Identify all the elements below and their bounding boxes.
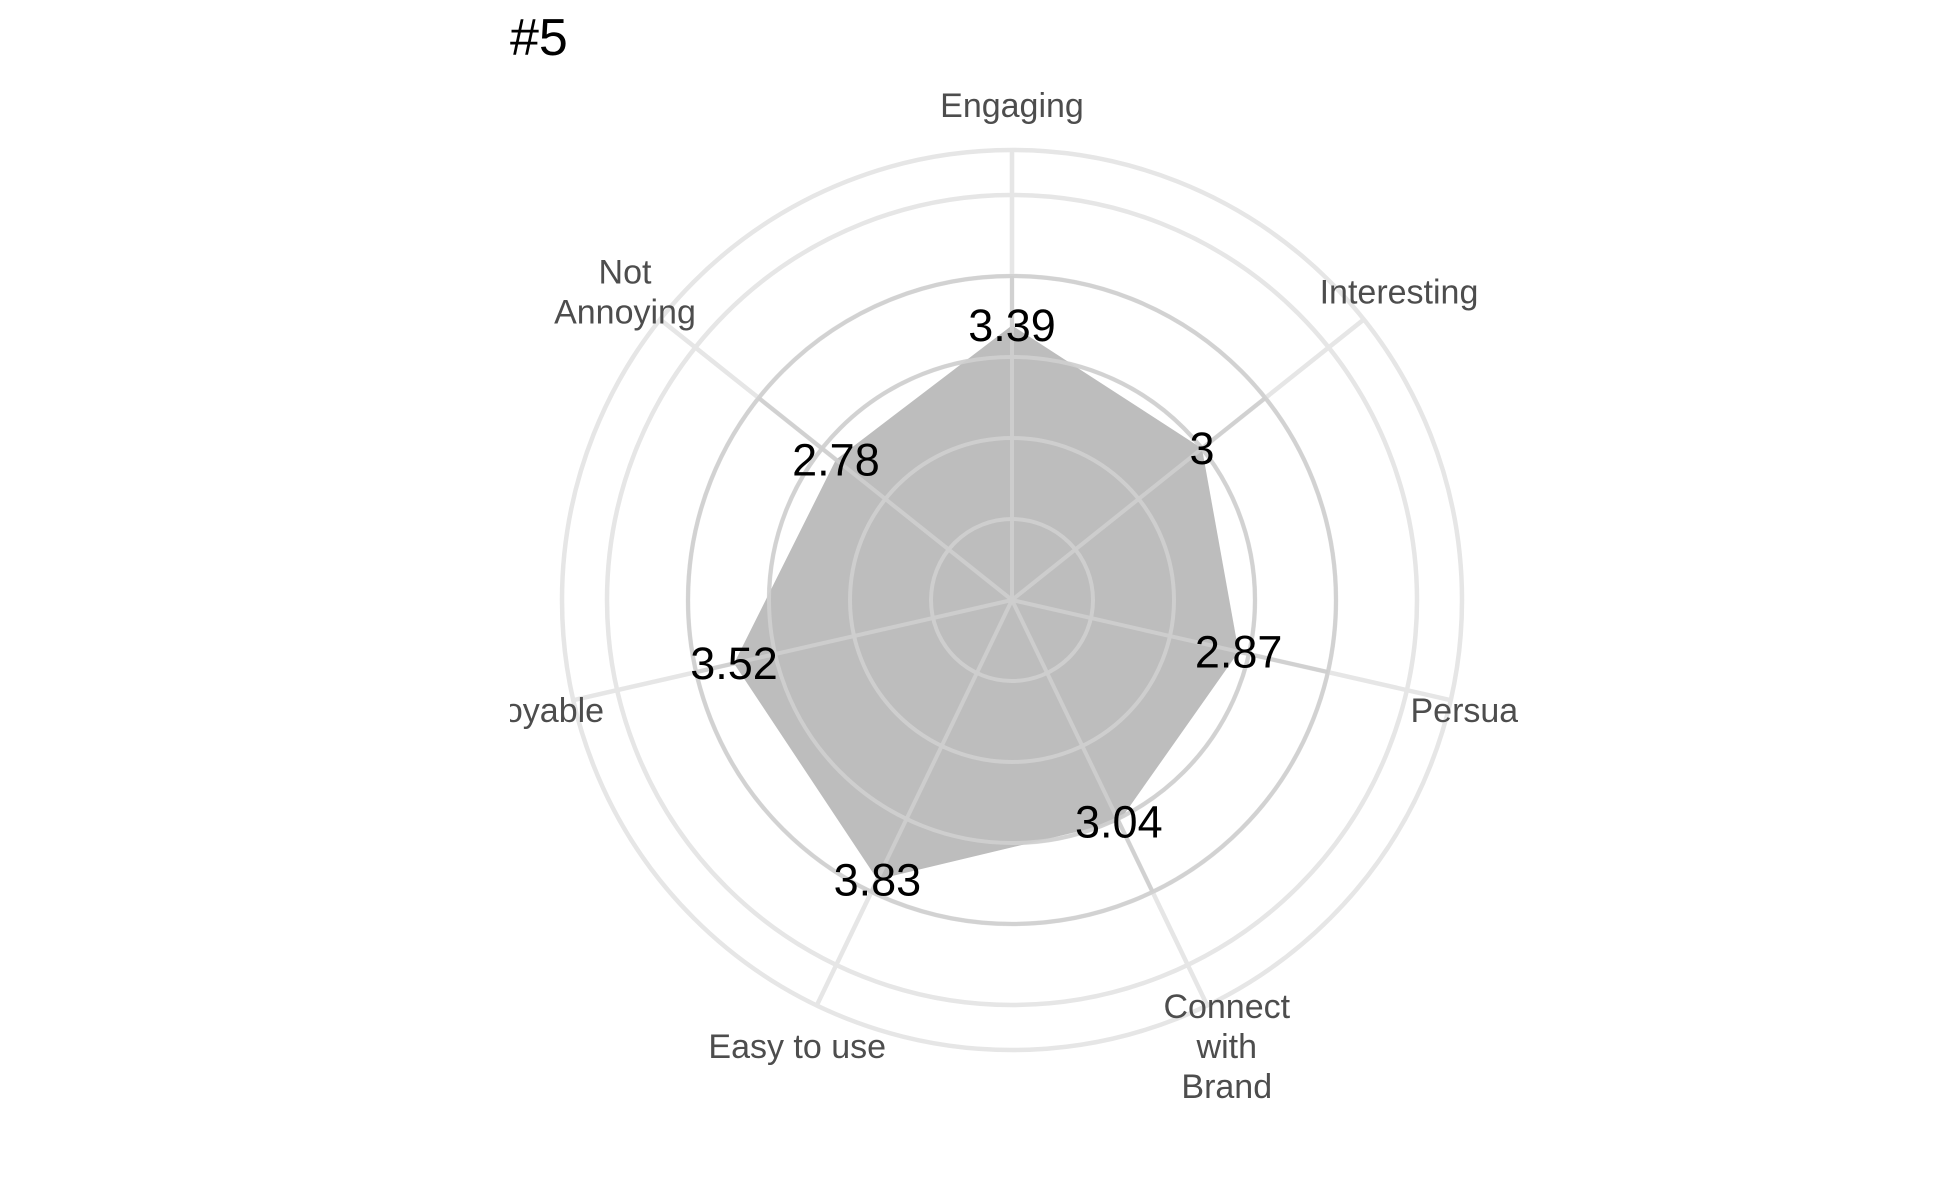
inner-grid-spoke (1010, 599, 1155, 893)
category-label: Connect with Brand (1163, 988, 1290, 1106)
category-label: Easy to use (708, 1028, 886, 1066)
category-label: Not Annoying (554, 253, 696, 331)
inner-grid-spoke (869, 599, 1014, 893)
radar-area (734, 325, 1239, 880)
radar-inner-grid (686, 274, 1338, 926)
value-label: 2.78 (792, 434, 880, 485)
inner-grid-spoke (1010, 396, 1267, 602)
category-label: Enjoyable (455, 692, 604, 730)
radar-fill-layer (734, 325, 1239, 880)
category-label: Persuasive (1410, 692, 1578, 730)
chart-title: #5 (510, 9, 568, 67)
value-label: 3 (1189, 423, 1214, 474)
inner-grid-spoke (1011, 598, 1329, 675)
value-label: 3.39 (968, 300, 1056, 351)
inner-grid-spoke (757, 396, 1014, 602)
category-labels: Easy to use Enjoyable Not Annoying Engaging I… (455, 87, 1578, 1106)
category-label: Interesting (1320, 273, 1479, 311)
value-label: 3.52 (690, 638, 778, 689)
value-labels: 3.83 3.52 2.78 3.39 3 2.87 3.04 (690, 300, 1282, 905)
category-label: Engaging (940, 87, 1084, 125)
value-label: 3.04 (1075, 797, 1163, 848)
value-label: 3.83 (834, 854, 922, 905)
value-label: 2.87 (1195, 626, 1283, 677)
inner-grid-spoke (695, 598, 1013, 675)
